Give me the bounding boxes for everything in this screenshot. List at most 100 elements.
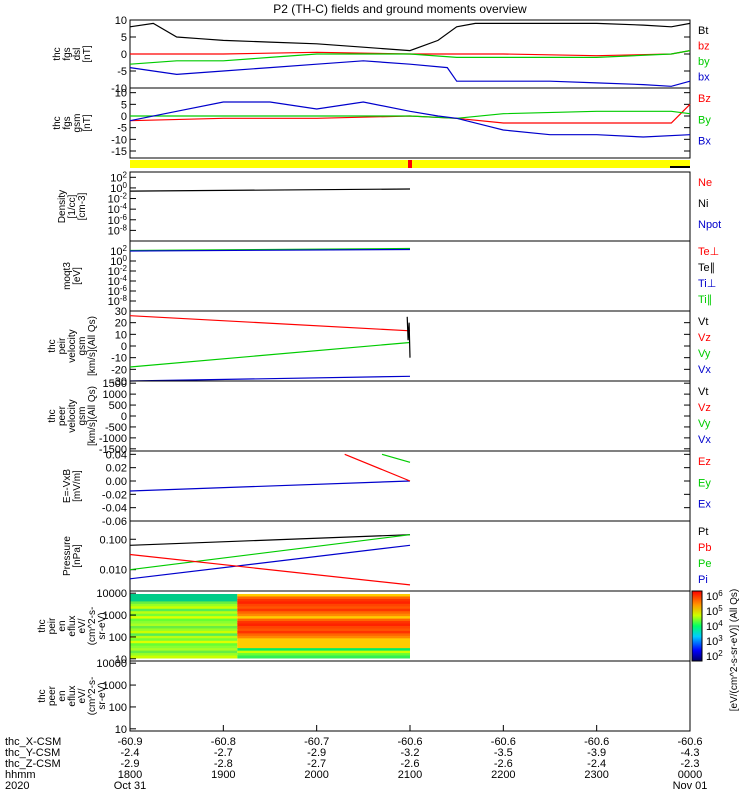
legend-Npot: Npot	[698, 219, 721, 231]
heatmap-band	[237, 633, 410, 637]
y-tick-label-exponent: -2	[120, 191, 128, 200]
series-bz	[130, 50, 691, 57]
y-tick-label: -0.04	[102, 503, 127, 515]
y-tick-label: -500	[105, 422, 127, 434]
series-Bz	[129, 103, 691, 124]
heatmap-band	[130, 645, 238, 649]
heatmap-band	[130, 618, 238, 622]
y-gsm-value: -4.3	[681, 747, 700, 759]
y-axis-label: gsm	[72, 114, 83, 133]
date-end: Nov 01	[673, 780, 708, 792]
panel-frame	[129, 171, 691, 242]
y-tick-label-mantissa: 10	[108, 204, 120, 216]
legend-Te⊥: Te⊥	[698, 246, 719, 258]
y-tick-label: 102	[110, 170, 127, 185]
legend-By: By	[698, 114, 711, 126]
y-gsm-value: -2.9	[307, 747, 326, 759]
series-Vz	[129, 315, 411, 332]
colorbar-tick-label: 106	[706, 589, 723, 604]
heatmap-band	[237, 638, 410, 642]
y-axis-label: (cm^2-s-	[87, 607, 98, 646]
y-axis-label: gsm	[77, 337, 88, 356]
series-Pt	[129, 534, 411, 546]
x-gsm-value: -60.7	[304, 736, 329, 748]
y-axis-label: thc	[52, 116, 63, 129]
heatmap-band	[237, 630, 410, 634]
heatmap-band	[130, 616, 238, 620]
heatmap-band	[237, 616, 410, 620]
y-tick-label-exponent: -8	[120, 294, 128, 303]
colorbar-label: [eV/(cm^2-s-sr-eV)] (All Qs)	[729, 589, 740, 711]
heatmap-band	[237, 601, 410, 605]
heatmap-band	[130, 655, 238, 659]
hhmm-tick: 2300	[584, 769, 608, 781]
y-axis-label: thc	[52, 47, 63, 60]
colorbar-tick-label-mantissa: 10	[706, 591, 718, 603]
y-axis-label: [km/s](All Qs)	[87, 386, 98, 446]
colorbar-tick-label: 104	[706, 619, 723, 634]
series-Pb	[129, 553, 411, 586]
x-gsm-value: -60.9	[117, 736, 142, 748]
y-axis-label: sr-eV)	[97, 682, 108, 709]
z-gsm-value: -2.9	[121, 758, 140, 770]
y-tick-label: 10000	[96, 658, 127, 670]
y-axis-label: E=-VxB	[62, 469, 73, 504]
y-tick-label: 100	[109, 632, 127, 644]
panel-fgs-dsl: 10 5 0 -5 -10 thc fgs dsl [nT] Bt bz by bx	[52, 15, 710, 95]
legend-Vy: Vy	[698, 348, 711, 360]
colorbar-tick-label-exponent: 2	[718, 649, 723, 658]
heatmap-band	[130, 643, 238, 647]
series-Ni	[129, 188, 411, 192]
y-axis-label: eV/	[77, 688, 88, 703]
y-tick-label: -0.06	[102, 516, 127, 528]
heatmap-band	[237, 603, 410, 607]
hhmm-tick: 0000	[678, 769, 702, 781]
series-Ey	[381, 453, 411, 463]
y-tick-label: 0.00	[106, 476, 127, 488]
y-tick-label-mantissa: 10	[108, 276, 120, 288]
y-axis-label: fgs	[62, 116, 73, 129]
heatmap-band	[130, 603, 238, 607]
legend-Pe: Pe	[698, 558, 711, 570]
y-axis-label: [cm-3]	[77, 192, 88, 220]
hhmm-tick: 1900	[211, 769, 235, 781]
y-tick-label-exponent: 0	[123, 254, 128, 263]
y-tick-label-exponent: 2	[123, 170, 128, 179]
series-Bx	[129, 101, 691, 138]
z-gsm-value: -2.6	[401, 758, 420, 770]
y-axis-label: [1/cc]	[67, 194, 78, 218]
heatmap-band	[237, 613, 410, 617]
colorbar-tick-label-mantissa: 10	[706, 651, 718, 663]
y-tick-label: 100	[109, 702, 127, 714]
heatmap-band	[130, 596, 238, 600]
y-axis-label: gsm	[77, 407, 88, 426]
series-Pe	[129, 534, 411, 571]
legend-Vt: Vt	[698, 316, 708, 328]
y-axis-label: thc	[37, 689, 48, 702]
y-tick-label: 1000	[103, 610, 127, 622]
y-axis-label: [km/s](All Qs)	[87, 316, 98, 376]
y-tick-label: 1000	[103, 680, 127, 692]
x-gsm-value: -60.6	[584, 736, 609, 748]
y-tick-label: -20	[111, 364, 127, 376]
y-axis-label: Pressure	[62, 536, 73, 576]
heatmap-band	[237, 640, 410, 644]
y-tick-label: -5	[117, 66, 127, 78]
y-axis-label: [nT]	[82, 114, 93, 131]
legend-Vz: Vz	[698, 402, 711, 414]
y-axis-label: dsl	[72, 48, 83, 61]
z-gsm-value: -2.4	[587, 758, 606, 770]
heatmap-band	[237, 621, 410, 625]
legend-Pi: Pi	[698, 574, 708, 586]
colorbar	[691, 590, 703, 662]
heatmap-band	[130, 608, 238, 612]
y-tick-label: 0.02	[106, 463, 127, 475]
y-tick-label: 10	[115, 329, 127, 341]
y-tick-label: 20	[115, 318, 127, 330]
y-tick-label-mantissa: 10	[110, 183, 122, 195]
legend-Ti⊥: Ti⊥	[698, 278, 716, 290]
